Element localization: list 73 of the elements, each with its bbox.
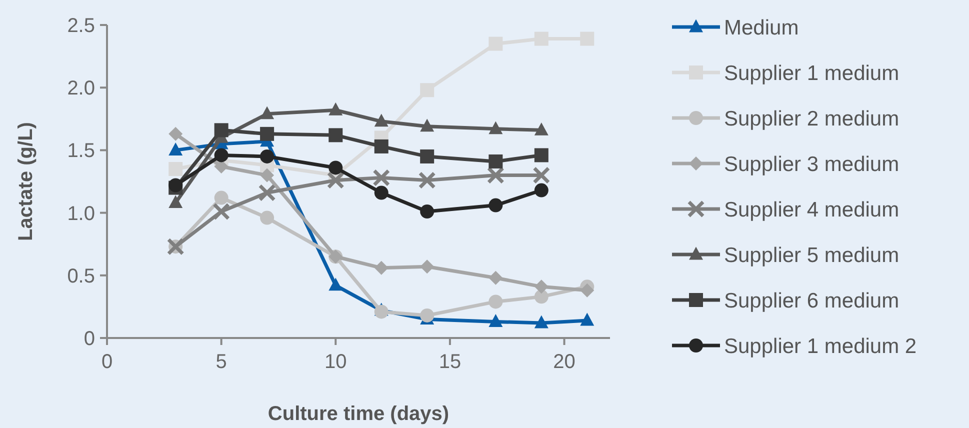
point bbox=[214, 123, 228, 138]
point bbox=[420, 118, 434, 132]
point bbox=[580, 283, 594, 298]
point bbox=[260, 126, 274, 141]
legend-label: Supplier 4 medium bbox=[724, 198, 900, 222]
x-tick-label: 5 bbox=[216, 351, 227, 373]
y-tick-label: 1.5 bbox=[67, 140, 95, 162]
point bbox=[260, 168, 274, 182]
point bbox=[488, 294, 503, 309]
point bbox=[580, 312, 594, 326]
legend-label: Supplier 1 medium 2 bbox=[724, 334, 917, 358]
point bbox=[488, 198, 503, 212]
point bbox=[488, 270, 503, 285]
x-tick-label: 20 bbox=[553, 351, 576, 373]
point bbox=[214, 148, 228, 162]
x-axis-title: Culture time (days) bbox=[268, 403, 450, 425]
point bbox=[212, 202, 230, 220]
point bbox=[374, 114, 388, 127]
point bbox=[488, 121, 503, 134]
point bbox=[326, 172, 344, 189]
point bbox=[260, 210, 274, 225]
y-tick-label: 0 bbox=[84, 328, 95, 350]
legend-label: Supplier 6 medium bbox=[724, 289, 900, 312]
point bbox=[168, 195, 183, 208]
point bbox=[374, 186, 388, 200]
point bbox=[328, 128, 343, 142]
point bbox=[534, 183, 548, 198]
point bbox=[328, 160, 343, 175]
point bbox=[214, 190, 228, 205]
x-tick-label: 10 bbox=[324, 351, 347, 373]
point bbox=[534, 32, 548, 46]
point bbox=[418, 172, 436, 189]
legend-label: Supplier 2 medium bbox=[724, 107, 900, 130]
y-tick-label: 2.5 bbox=[67, 15, 95, 37]
point bbox=[534, 122, 548, 136]
point bbox=[488, 154, 503, 168]
point bbox=[420, 260, 434, 274]
legend-label: Supplier 5 medium bbox=[724, 244, 900, 267]
point bbox=[420, 149, 434, 164]
x-tick-label: 0 bbox=[101, 351, 113, 373]
point bbox=[374, 139, 388, 154]
legend-label: Supplier 3 medium bbox=[724, 152, 900, 176]
point bbox=[328, 102, 343, 116]
point bbox=[260, 106, 274, 120]
point bbox=[258, 184, 276, 202]
point bbox=[420, 204, 434, 219]
point bbox=[488, 36, 503, 51]
point bbox=[374, 260, 388, 275]
point bbox=[328, 278, 343, 291]
x-tick-label: 15 bbox=[438, 351, 462, 373]
point bbox=[374, 304, 388, 319]
point bbox=[534, 148, 548, 162]
point bbox=[168, 126, 183, 141]
y-tick-label: 2.0 bbox=[67, 78, 95, 100]
point bbox=[260, 149, 274, 164]
point bbox=[168, 178, 183, 192]
point bbox=[486, 166, 504, 184]
legend-label: Medium bbox=[724, 16, 799, 40]
point bbox=[168, 142, 183, 156]
point bbox=[534, 315, 548, 328]
point bbox=[420, 308, 434, 322]
point bbox=[534, 290, 548, 304]
point bbox=[488, 314, 503, 327]
point bbox=[420, 83, 434, 98]
legend-label: Supplier 1 medium bbox=[724, 62, 900, 85]
point bbox=[534, 280, 548, 294]
point bbox=[168, 162, 183, 176]
point bbox=[580, 32, 594, 46]
y-tick-label: 1.0 bbox=[67, 202, 95, 225]
y-axis-title: Lactate (g/L) bbox=[15, 122, 37, 241]
point bbox=[532, 166, 550, 184]
y-tick-label: 0.5 bbox=[67, 265, 95, 288]
point bbox=[372, 168, 390, 186]
